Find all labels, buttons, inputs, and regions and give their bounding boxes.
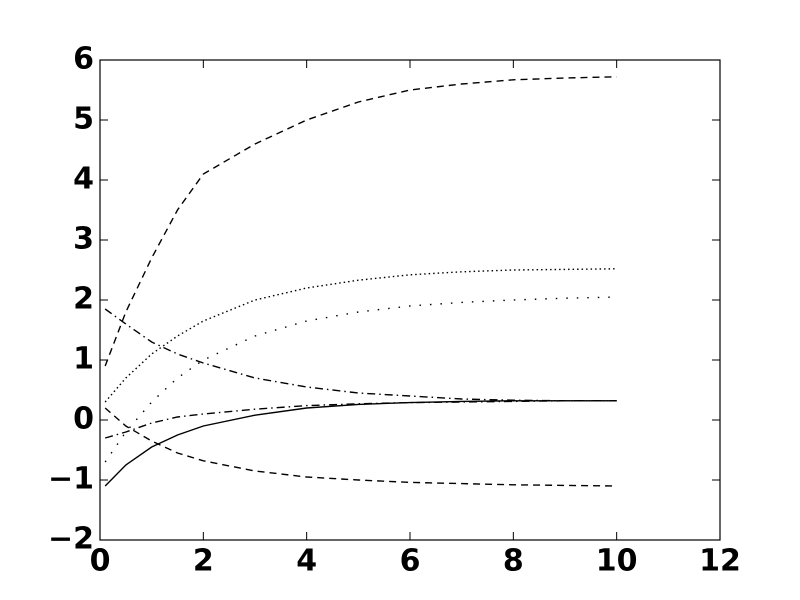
y-tick-label: −1 bbox=[48, 462, 94, 497]
y-tick-label: 0 bbox=[73, 402, 94, 437]
plot-frame bbox=[99, 59, 721, 541]
y-tick-label: 1 bbox=[73, 342, 94, 377]
series-line bbox=[104, 268, 617, 403]
series-line bbox=[104, 407, 617, 487]
y-tick-label: 5 bbox=[73, 102, 94, 137]
series-line bbox=[104, 400, 617, 487]
y-tick-label: −2 bbox=[48, 522, 94, 557]
x-tick-label: 12 bbox=[699, 544, 741, 579]
x-tick-label: 4 bbox=[296, 544, 317, 579]
y-tick-label: 4 bbox=[73, 162, 94, 197]
series-line bbox=[104, 76, 617, 367]
series-line bbox=[104, 308, 617, 402]
x-tick-label: 10 bbox=[596, 544, 638, 579]
x-tick-label: 0 bbox=[90, 544, 111, 579]
y-tick-label: 6 bbox=[73, 42, 94, 77]
x-tick-label: 8 bbox=[503, 544, 524, 579]
series-line bbox=[104, 400, 617, 439]
x-tick-label: 2 bbox=[193, 544, 214, 579]
x-tick-label: 6 bbox=[400, 544, 421, 579]
y-tick-label: 3 bbox=[73, 222, 94, 257]
series-line bbox=[104, 296, 617, 463]
y-tick-label: 2 bbox=[73, 282, 94, 317]
